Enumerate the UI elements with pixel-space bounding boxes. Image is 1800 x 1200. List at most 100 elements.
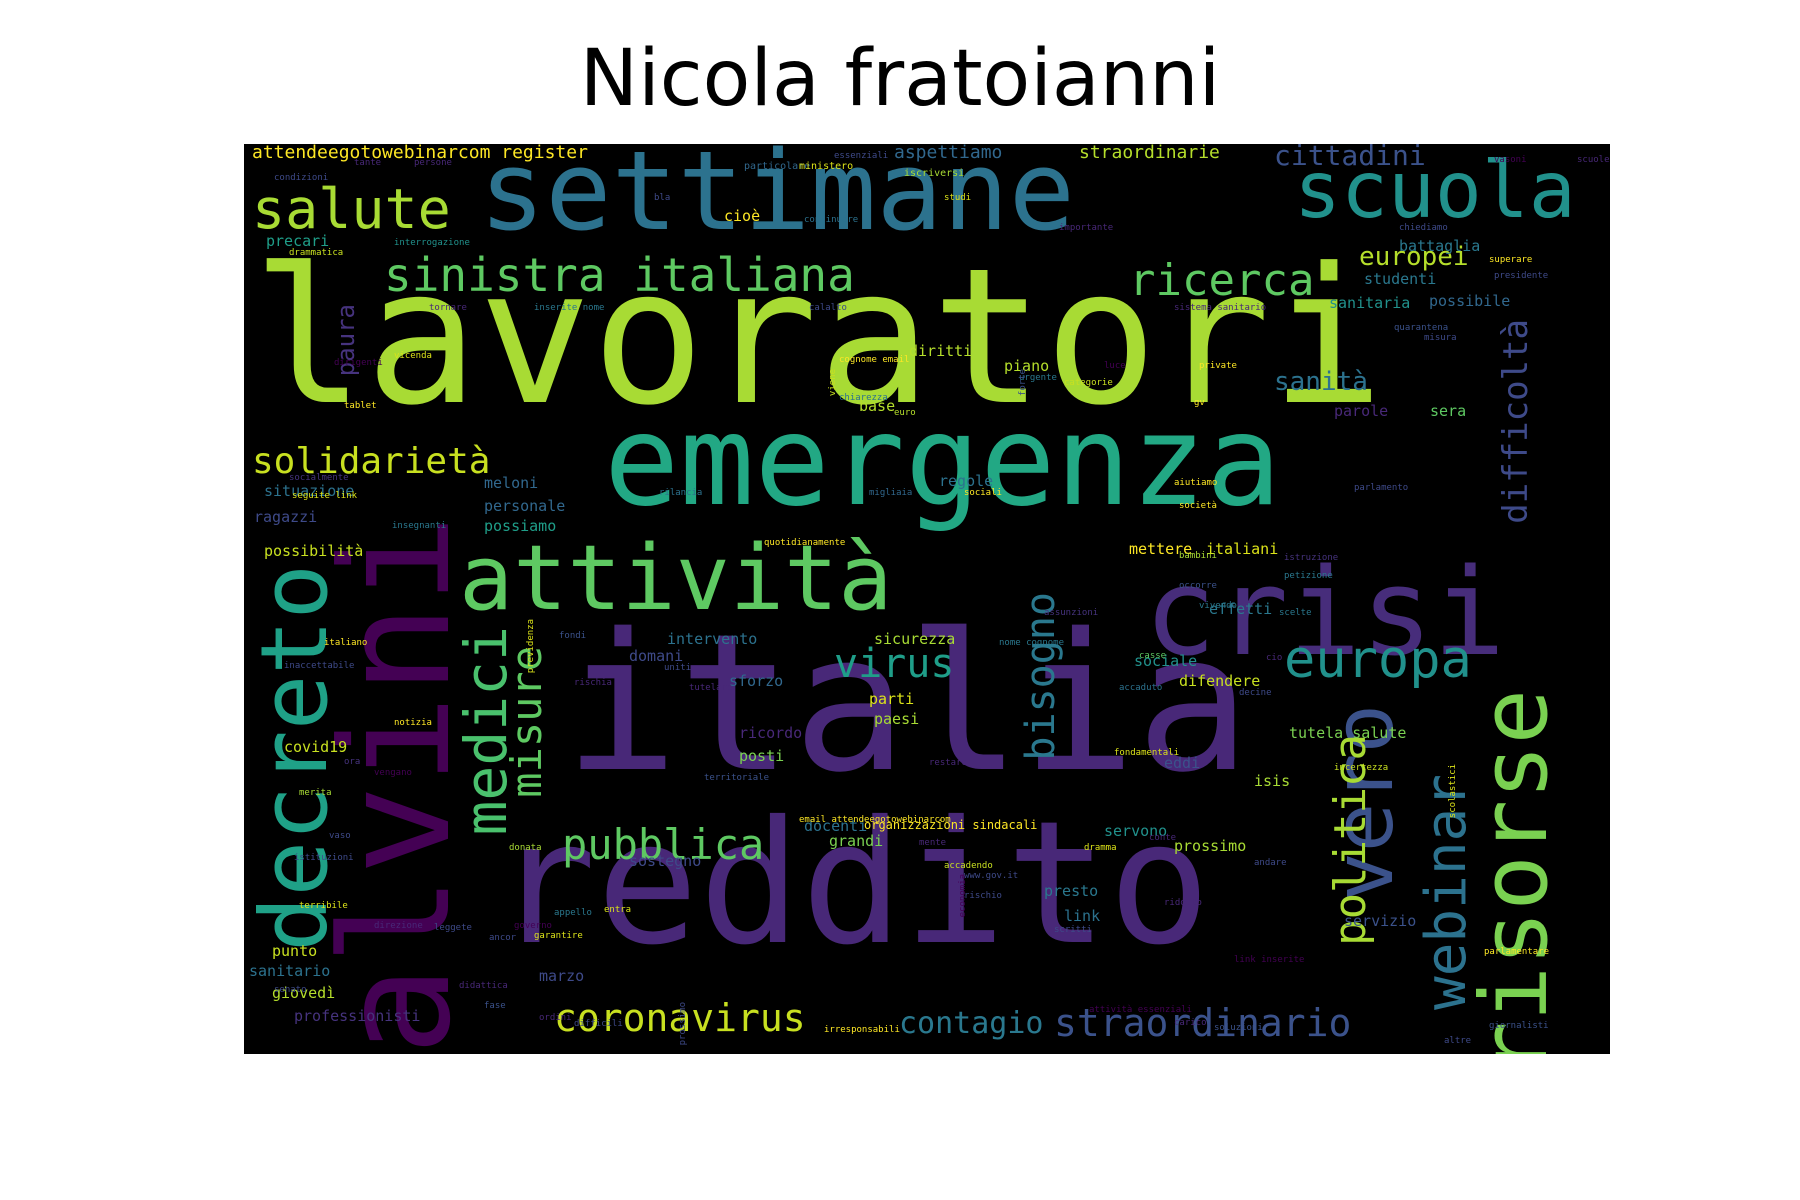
word-bambini: bambini: [1179, 551, 1217, 561]
word-lavoratori: lavoratori: [252, 228, 1384, 447]
word-condizioni: condizioni: [274, 173, 329, 183]
word-appello: appello: [554, 908, 592, 918]
word-sera: sera: [1430, 402, 1467, 420]
word-grandi: grandi: [829, 832, 884, 850]
word-possibilit-: possibilità: [264, 542, 364, 560]
word-insegnanti: insegnanti: [392, 521, 447, 531]
word-decreto: decreto: [244, 564, 348, 952]
word-possiamo: possiamo: [484, 517, 557, 535]
word-www-gov-it: www.gov.it: [964, 871, 1019, 881]
word-carico: carico: [1174, 1018, 1207, 1028]
word-mente: mente: [919, 838, 947, 848]
word-presto: presto: [1044, 882, 1099, 900]
word-iscriversi: iscriversi: [904, 168, 965, 179]
word-sociali: sociali: [964, 488, 1002, 498]
word-inaccettabile: inaccettabile: [284, 661, 355, 671]
word-difficili: difficili: [574, 1019, 623, 1029]
word-chiediamo: chiediamo: [1399, 223, 1448, 233]
word-tutelare: tutelare: [689, 683, 733, 693]
word-territoriale: territoriale: [704, 773, 770, 783]
word-ricordo: ricordo: [739, 724, 803, 742]
word-vicenda: vicenda: [394, 351, 432, 361]
word-dramma: dramma: [1084, 843, 1117, 853]
word-andare: andare: [1254, 858, 1287, 868]
word-ordini: ordini: [539, 1013, 572, 1023]
word-virus: virus: [834, 641, 955, 687]
word-ancor: ancor: [489, 933, 517, 943]
word-socialmente: socialmente: [289, 473, 349, 483]
word-ragazzi: ragazzi: [254, 508, 318, 526]
word-istituzioni: istituzioni: [294, 853, 354, 863]
word-accadendo: accadendo: [944, 861, 993, 871]
word-gioved-: giovedì: [272, 984, 336, 1002]
word-merita: merita: [299, 788, 332, 798]
word-settimane: settimane: [479, 144, 1076, 255]
word-conte: conte: [1149, 833, 1177, 843]
word-altre: altre: [1444, 1036, 1472, 1046]
word-italiano: italiano: [324, 638, 368, 648]
word-migliaia: migliaia: [869, 488, 913, 498]
word-calalto: calalto: [809, 303, 847, 313]
word-seguite-link: seguite link: [292, 491, 358, 501]
word-drammatica: drammatica: [289, 248, 344, 258]
word-paesi: paesi: [874, 710, 920, 728]
word-donata: donata: [509, 843, 542, 853]
word-istruzione: istruzione: [1284, 553, 1339, 563]
word-sanitario: sanitario: [249, 962, 331, 980]
word-attivit-essenziali: attività essenziali: [1089, 1005, 1192, 1015]
word-vaso: vaso: [329, 831, 351, 841]
word-terribile: terribile: [299, 901, 348, 911]
word-coronavirus: coronavirus: [554, 996, 806, 1040]
word-scritti: scritti: [1054, 925, 1092, 935]
word-viene: viene: [828, 369, 838, 397]
word-essenziali: essenziali: [834, 151, 889, 161]
word-irresponsabili: irresponsabili: [824, 1025, 900, 1035]
word-attendeegotowebinarcom-register: attendeegotowebinarcom register: [252, 144, 588, 163]
word-fondamentali: fondamentali: [1114, 748, 1180, 758]
word-uniti: uniti: [664, 663, 692, 673]
word-garantire: garantire: [534, 931, 583, 941]
word-particolare: particolare: [744, 161, 811, 172]
word-tablet: tablet: [344, 401, 377, 411]
word-cloud: lavoratori emergenza italia reddito settiman…: [244, 144, 1610, 1054]
word-parlamentare: parlamentare: [1484, 947, 1550, 957]
word-rischio: rischio: [964, 891, 1002, 901]
word-previdenza: previdenza: [526, 619, 536, 674]
word-ministero: ministero: [799, 161, 854, 172]
word-sforzo: sforzo: [729, 672, 784, 690]
word-mettere: mettere: [1129, 540, 1193, 558]
word-restare: restare: [929, 758, 967, 768]
word-piano: piano: [1004, 357, 1050, 375]
word-aspettiamo: aspettiamo: [894, 144, 1003, 163]
word-meloni: meloni: [484, 474, 539, 492]
word-leggete: leggete: [434, 923, 472, 933]
word-difendere: difendere: [1179, 672, 1261, 690]
word-cio: cio: [1266, 653, 1283, 663]
word-professionisti: professionisti: [294, 1007, 421, 1025]
word-email-attendeegotowebinarcom: email attendeegotowebinarcom: [799, 815, 951, 825]
word-precari: precari: [266, 232, 330, 250]
word-quarantena: quarantena: [1394, 323, 1449, 333]
word-personale: personale: [484, 497, 566, 515]
word-tutela-salute: tutela salute: [1289, 724, 1407, 742]
word-crisi: crisi: [1144, 544, 1506, 683]
word-entra: entra: [604, 905, 632, 915]
word-chiarezza: chiarezza: [839, 393, 888, 403]
word-vivendo: vivendo: [1199, 601, 1237, 611]
word-giornalisti: giornalisti: [1489, 1021, 1549, 1031]
word-situazione: situazione: [264, 482, 355, 500]
word-parti: parti: [869, 690, 915, 708]
word-link: link: [1064, 907, 1101, 925]
word-effetti: effetti: [1209, 600, 1273, 618]
word-fondi: fondi: [559, 631, 587, 641]
word-scelte: scelte: [1279, 608, 1312, 618]
word-europa: europa: [1284, 630, 1472, 690]
word-fase: fase: [484, 1001, 506, 1011]
word-sicurezza: sicurezza: [874, 630, 956, 648]
word-societ-: società: [1179, 501, 1217, 511]
word-bla: bla: [654, 193, 671, 203]
word-posti: posti: [739, 747, 785, 765]
word-assunzioni: assunzioni: [1044, 608, 1099, 618]
word-contagio: contagio: [899, 1006, 1044, 1041]
word-europei: europei: [1359, 242, 1469, 272]
